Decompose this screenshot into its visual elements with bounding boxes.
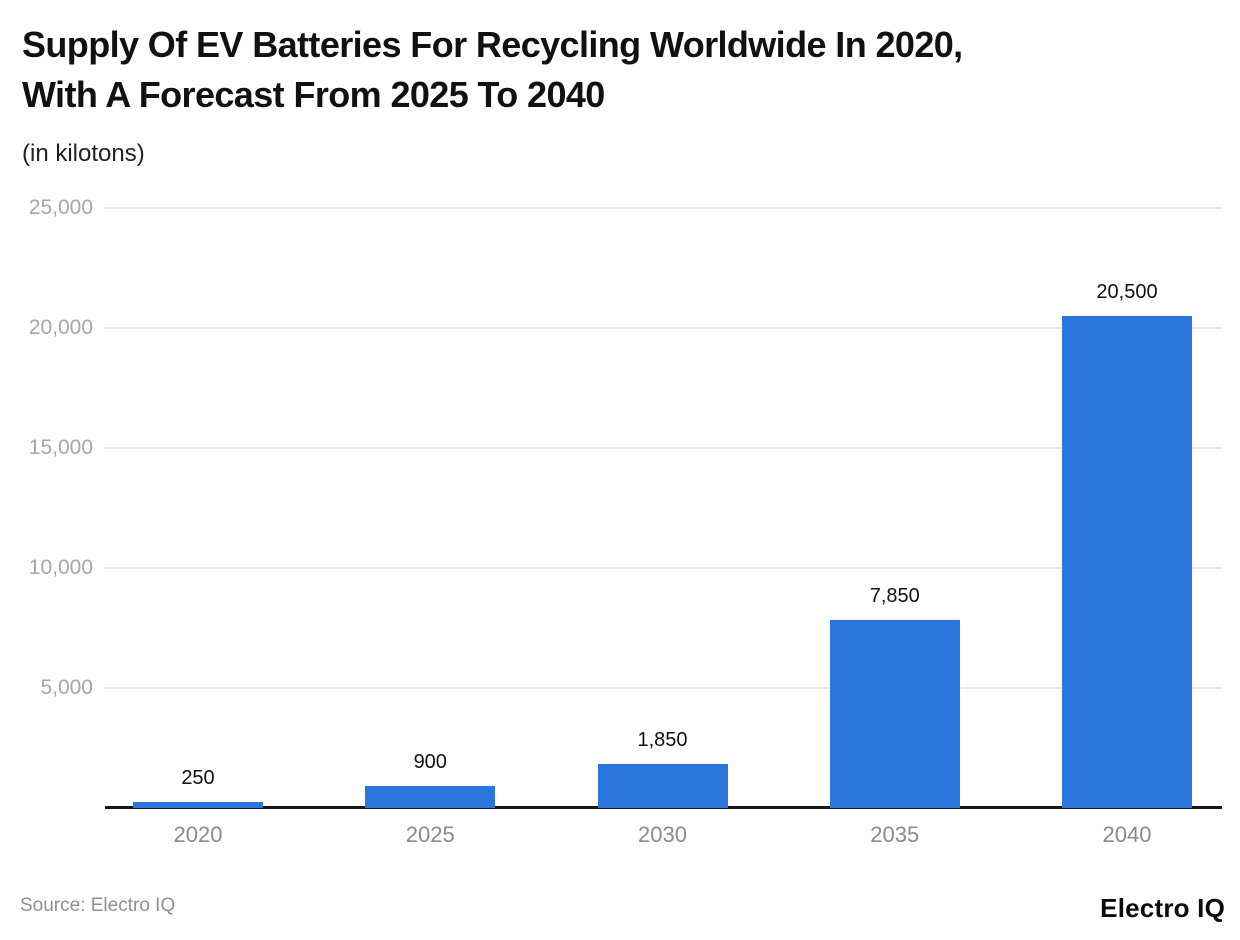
y-tick-label: 10,000	[28, 556, 93, 579]
bar-chart-plot-area: 5,000 10,000 15,000 20,000 25,000 250 2020 900 2…	[29, 196, 1222, 847]
bar-2030	[597, 763, 728, 808]
x-tick-label: 2025	[405, 822, 455, 847]
bar-value-label: 20,500	[1096, 281, 1158, 303]
gridline	[105, 567, 1222, 569]
y-tick-label: 15,000	[28, 436, 93, 459]
chart-title-line-1: Supply Of EV Batteries For Recycling Wor…	[22, 24, 963, 65]
bar-value-label: 900	[413, 751, 447, 774]
y-tick-label: 20,000	[28, 316, 93, 339]
chart-title-line-2: With A Forecast From 2025 To 2040	[22, 74, 605, 115]
source-note: Source: Electro IQ	[20, 895, 176, 916]
gridline	[105, 207, 1222, 209]
bar-value-label: 7,850	[869, 584, 920, 607]
chart-title: Supply Of EV Batteries For Recycling Wor…	[22, 20, 1202, 120]
bar-value-label: 250	[181, 767, 215, 789]
gridline	[105, 327, 1222, 329]
chart-subtitle: (in kilotons)	[22, 140, 145, 167]
gridline	[105, 687, 1222, 689]
bar-2040	[1062, 316, 1192, 808]
x-tick-label: 2035	[870, 822, 920, 847]
gridline	[105, 447, 1222, 449]
bar-2025	[365, 786, 496, 808]
bar-2020	[133, 802, 263, 808]
x-tick-label: 2030	[638, 822, 687, 847]
y-tick-label: 5,000	[40, 676, 93, 699]
brand-logo: Electro IQ	[1100, 893, 1225, 923]
y-tick-label: 25,000	[28, 196, 93, 219]
bar-value-label: 1,850	[637, 728, 688, 751]
bar-2035	[829, 619, 960, 808]
x-tick-label: 2020	[173, 822, 223, 847]
x-tick-label: 2040	[1102, 822, 1152, 847]
